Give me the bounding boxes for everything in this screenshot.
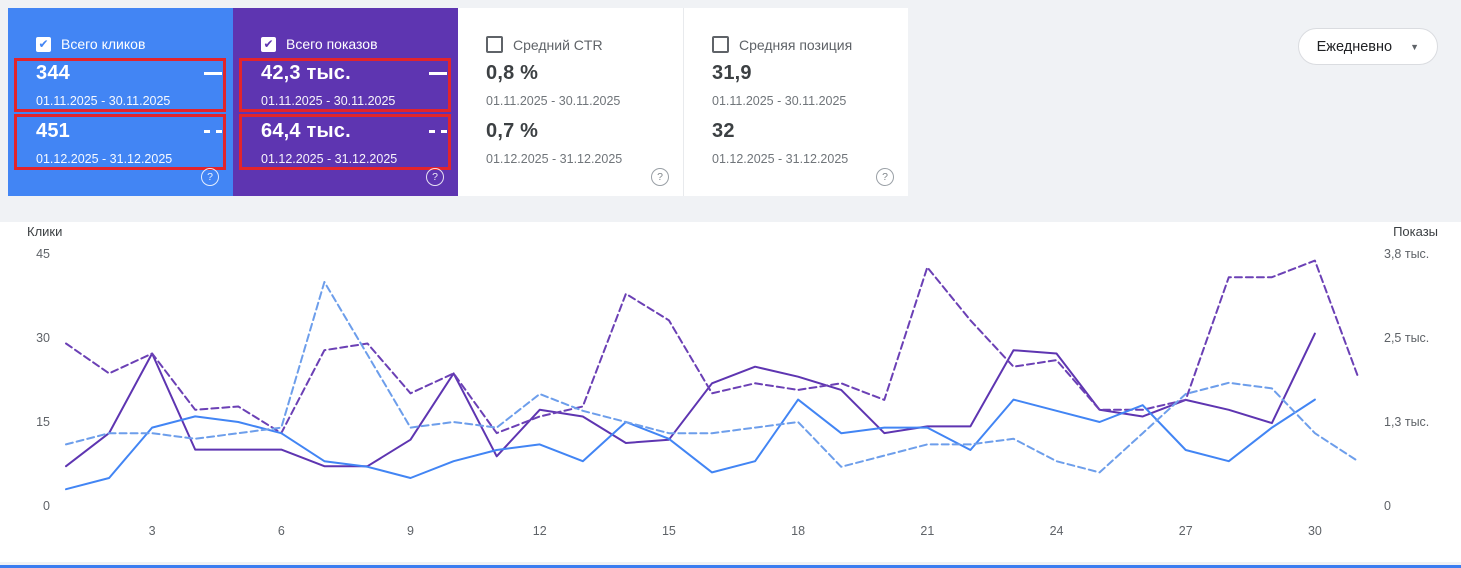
card-total-impressions[interactable]: ✔ Всего показов 42,3 тыс. 01.11.2025 - 3… bbox=[233, 8, 458, 196]
right-axis-tick: 2,5 тыс. bbox=[1384, 331, 1429, 345]
impressions-period2-range: 01.12.2025 - 31.12.2025 bbox=[261, 152, 398, 166]
x-axis-tick: 12 bbox=[533, 524, 547, 538]
clicks-value-period2: 451 bbox=[36, 120, 70, 142]
help-icon[interactable]: ? bbox=[201, 168, 219, 186]
left-axis-tick: 0 bbox=[43, 499, 50, 513]
checkmark-icon: ✔ bbox=[38, 37, 49, 51]
x-axis-tick: 21 bbox=[920, 524, 934, 538]
right-axis-tick: 1,3 тыс. bbox=[1384, 415, 1429, 429]
left-axis-title: Клики bbox=[27, 224, 62, 239]
dropdown-label: Ежедневно bbox=[1316, 38, 1393, 55]
performance-chart-svg[interactable]: Клики Показы 0 15 30 45 0 1,3 тыс. 2,5 тыс. 3,8 т… bbox=[0, 222, 1461, 552]
x-axis-tick: 24 bbox=[1050, 524, 1064, 538]
card-total-clicks[interactable]: ✔ Всего кликов 344 01.11.2025 - 30.11.20… bbox=[8, 8, 233, 196]
impressions-value-period2: 64,4 тыс. bbox=[261, 120, 351, 142]
ctr-value-period2: 0,7 % bbox=[486, 120, 539, 142]
x-axis-tick: 27 bbox=[1179, 524, 1193, 538]
right-axis-title: Показы bbox=[1393, 224, 1438, 239]
card-label-clicks: Всего кликов bbox=[61, 36, 146, 52]
x-axis-tick: 18 bbox=[791, 524, 805, 538]
position-checkbox[interactable] bbox=[712, 36, 729, 53]
impressions-checkbox[interactable]: ✔ bbox=[261, 36, 276, 52]
right-axis-tick: 0 bbox=[1384, 499, 1391, 513]
clicks-checkbox[interactable]: ✔ bbox=[36, 36, 51, 52]
clicks-line-dec-dashed bbox=[65, 281, 1359, 474]
ctr-value-period1: 0,8 % bbox=[486, 62, 539, 84]
x-axis-tick: 9 bbox=[407, 524, 414, 538]
dashed-line-icon bbox=[429, 130, 447, 133]
clicks-period2-range: 01.12.2025 - 31.12.2025 bbox=[36, 152, 173, 166]
clicks-period1-range: 01.11.2025 - 30.11.2025 bbox=[36, 94, 171, 108]
left-axis-tick: 30 bbox=[36, 331, 50, 345]
left-axis-tick: 45 bbox=[36, 247, 50, 261]
left-axis-tick: 15 bbox=[36, 415, 50, 429]
x-axis-tick: 30 bbox=[1308, 524, 1322, 538]
help-icon[interactable]: ? bbox=[426, 168, 444, 186]
card-label-ctr: Средний CTR bbox=[513, 36, 603, 53]
dashed-line-icon bbox=[204, 130, 222, 133]
metrics-header: ✔ Всего кликов 344 01.11.2025 - 30.11.20… bbox=[0, 0, 1461, 204]
position-value-period1: 31,9 bbox=[712, 62, 752, 84]
solid-line-icon bbox=[204, 72, 222, 75]
help-icon[interactable]: ? bbox=[651, 168, 669, 186]
card-label-position: Средняя позиция bbox=[739, 36, 853, 53]
position-value-period2: 32 bbox=[712, 120, 735, 142]
impressions-period1-range: 01.11.2025 - 30.11.2025 bbox=[261, 94, 396, 108]
impressions-value-period1: 42,3 тыс. bbox=[261, 62, 351, 84]
checkmark-icon: ✔ bbox=[263, 37, 274, 51]
granularity-dropdown[interactable]: Ежедневно ▼ bbox=[1297, 28, 1438, 65]
impressions-line-nov-solid bbox=[65, 332, 1316, 468]
position-period2-range: 01.12.2025 - 31.12.2025 bbox=[712, 152, 849, 166]
ctr-checkbox[interactable] bbox=[486, 36, 503, 53]
x-axis-tick: 6 bbox=[278, 524, 285, 538]
card-label-impressions: Всего показов bbox=[286, 36, 378, 52]
card-average-ctr[interactable]: Средний CTR 0,8 % 01.11.2025 - 30.11.202… bbox=[458, 8, 683, 196]
x-axis-tick: 3 bbox=[149, 524, 156, 538]
ctr-period2-range: 01.12.2025 - 31.12.2025 bbox=[486, 152, 623, 166]
bottom-accent-bar bbox=[0, 565, 1461, 568]
card-average-position[interactable]: Средняя позиция 31,9 01.11.2025 - 30.11.… bbox=[683, 8, 908, 196]
ctr-period1-range: 01.11.2025 - 30.11.2025 bbox=[486, 94, 621, 108]
right-axis-tick: 3,8 тыс. bbox=[1384, 247, 1429, 261]
help-icon[interactable]: ? bbox=[876, 168, 894, 186]
clicks-value-period1: 344 bbox=[36, 62, 70, 84]
x-axis-tick: 15 bbox=[662, 524, 676, 538]
performance-chart[interactable]: Клики Показы 0 15 30 45 0 1,3 тыс. 2,5 тыс. 3,8 т… bbox=[0, 222, 1461, 562]
position-period1-range: 01.11.2025 - 30.11.2025 bbox=[712, 94, 847, 108]
clicks-line-nov-solid bbox=[65, 398, 1316, 491]
chevron-down-icon: ▼ bbox=[1410, 41, 1419, 52]
solid-line-icon bbox=[429, 72, 447, 75]
